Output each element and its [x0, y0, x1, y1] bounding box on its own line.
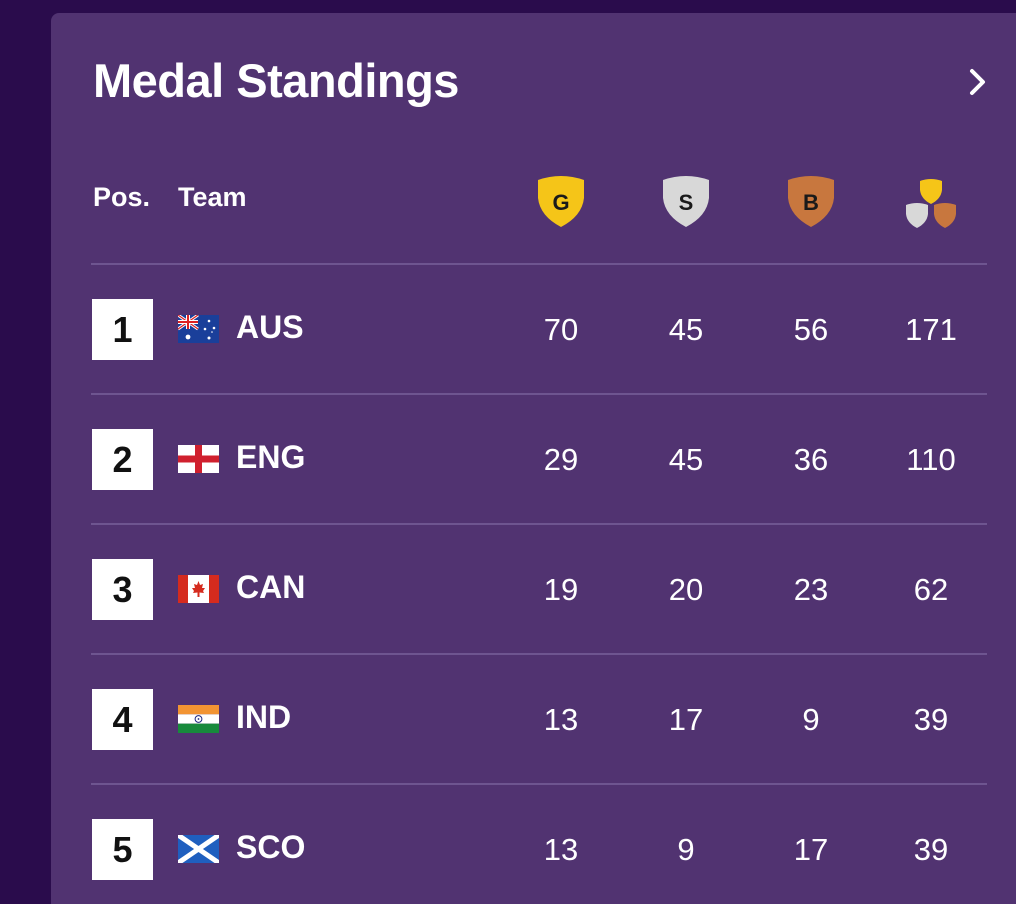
- divider: [91, 653, 987, 655]
- position-badge: 5: [92, 819, 153, 880]
- silver-count: 45: [668, 312, 704, 347]
- silver-count: 20: [668, 572, 704, 607]
- team-name: AUS: [236, 309, 304, 345]
- bronze-count: 23: [793, 572, 829, 607]
- table-row[interactable]: 4 IND 13 17 9 39: [51, 655, 1016, 783]
- total-count: 62: [913, 572, 949, 607]
- bronze-count: 36: [793, 442, 829, 477]
- table-row[interactable]: 5 SCO 13 9 17 39: [51, 785, 1016, 904]
- gold-count: 19: [543, 572, 579, 607]
- total-count: 110: [906, 442, 956, 477]
- divider: [91, 263, 987, 265]
- england-flag-icon: [178, 445, 219, 473]
- total-count: 171: [905, 312, 957, 347]
- divider: [91, 393, 987, 395]
- gold-count: 13: [543, 702, 579, 737]
- position-badge: 2: [92, 429, 153, 490]
- bronze-medal-icon: B: [788, 176, 834, 227]
- silver-count: 45: [668, 442, 704, 477]
- table-row[interactable]: 1 AUS 70 45 56 171: [51, 265, 1016, 393]
- total-medals-icon: [906, 179, 956, 228]
- scotland-flag-icon: [178, 835, 219, 863]
- gold-medal-label: G: [552, 190, 569, 215]
- gold-count: 70: [543, 312, 579, 347]
- chevron-right-icon[interactable]: [963, 65, 991, 99]
- silver-medal-label: S: [679, 190, 694, 215]
- bronze-count: 56: [793, 312, 829, 347]
- team-name: CAN: [236, 569, 306, 605]
- header-pos: Pos.: [93, 182, 151, 212]
- silver-count: 17: [668, 702, 704, 737]
- bronze-count: 17: [793, 832, 829, 867]
- position-badge: 3: [92, 559, 153, 620]
- india-flag-icon: [178, 705, 219, 733]
- team-name: SCO: [236, 829, 306, 865]
- canada-flag-icon: [178, 575, 219, 603]
- table-row[interactable]: 2 ENG 29 45 36 110: [51, 395, 1016, 523]
- total-count: 39: [913, 702, 949, 737]
- total-count: 39: [913, 832, 949, 867]
- header-team: Team: [178, 182, 247, 212]
- silver-medal-icon: S: [663, 176, 709, 227]
- gold-count: 29: [543, 442, 579, 477]
- gold-count: 13: [543, 832, 579, 867]
- page-title: Medal Standings: [93, 54, 459, 107]
- table-row[interactable]: 3 CAN 19 20 23 62: [51, 525, 1016, 653]
- position-badge: 1: [92, 299, 153, 360]
- gold-medal-icon: G: [538, 176, 584, 227]
- divider: [91, 523, 987, 525]
- team-name: IND: [236, 699, 292, 735]
- bronze-count: 9: [802, 702, 820, 737]
- table-header: Pos. Team G S B: [51, 168, 1016, 228]
- silver-count: 9: [677, 832, 695, 867]
- divider: [91, 783, 987, 785]
- australia-flag-icon: [178, 315, 219, 343]
- bronze-medal-label: B: [803, 190, 819, 215]
- team-name: ENG: [236, 439, 306, 475]
- medal-standings-panel: Medal Standings Pos. Team G S B 1: [51, 13, 1016, 904]
- position-badge: 4: [92, 689, 153, 750]
